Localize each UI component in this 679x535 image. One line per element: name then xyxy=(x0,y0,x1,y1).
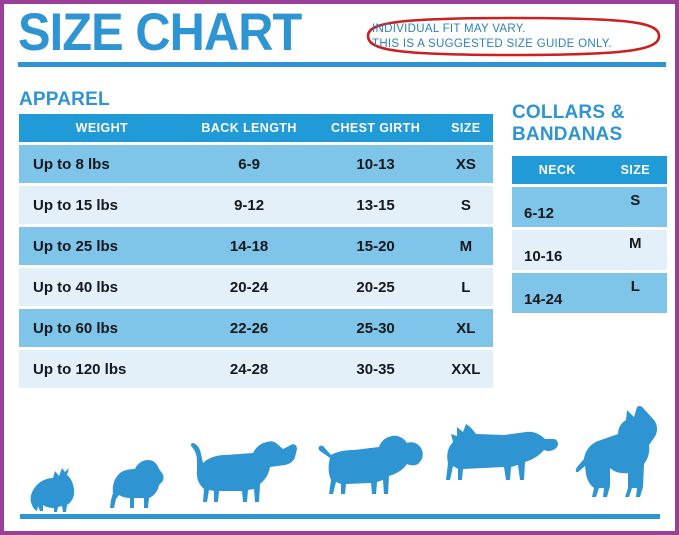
apparel-col-size: SIZE xyxy=(438,114,493,142)
great-dane-silhouette-icon xyxy=(575,405,657,497)
labrador-silhouette-icon xyxy=(190,441,297,502)
husky-silhouette-icon xyxy=(446,424,558,480)
apparel-table: WEIGHT BACK LENGTH CHEST GIRTH SIZE Up t… xyxy=(19,114,493,388)
cell-back-length: 22-26 xyxy=(185,309,313,347)
cell-chest-girth: 30-35 xyxy=(312,350,439,388)
row-spacer xyxy=(512,227,667,230)
cell-weight: Up to 15 lbs xyxy=(19,186,186,224)
cell-back-length: 6-9 xyxy=(185,145,313,183)
cell-neck: 14-24 xyxy=(512,273,604,313)
table-row: Up to 40 lbs 20-24 20-25 L xyxy=(19,268,493,306)
cell-size: XXL xyxy=(438,350,493,388)
cell-chest-girth: 13-15 xyxy=(312,186,439,224)
row-spacer xyxy=(19,265,493,268)
cell-chest-girth: 15-20 xyxy=(312,227,439,265)
cell-chest-girth: 10-13 xyxy=(312,145,439,183)
apparel-header-row: WEIGHT BACK LENGTH CHEST GIRTH SIZE xyxy=(19,114,493,142)
cell-back-length: 14-18 xyxy=(185,227,313,265)
cell-weight: Up to 25 lbs xyxy=(19,227,186,265)
table-row: Up to 60 lbs 22-26 25-30 XL xyxy=(19,309,493,347)
pug-silhouette-icon xyxy=(110,460,164,508)
cell-weight: Up to 8 lbs xyxy=(19,145,186,183)
disclaimer-ellipse-icon xyxy=(366,16,661,57)
row-spacer xyxy=(19,306,493,309)
table-row: 14-24 L xyxy=(512,273,667,313)
table-row: Up to 120 lbs 24-28 30-35 XXL xyxy=(19,350,493,388)
cell-size: M xyxy=(438,227,493,265)
table-row: Up to 8 lbs 6-9 10-13 XS xyxy=(19,145,493,183)
cell-size: XS xyxy=(438,145,493,183)
disclaimer-callout: INDIVIDUAL FIT MAY VARY. THIS IS A SUGGE… xyxy=(356,15,668,58)
cell-size: M xyxy=(603,230,667,270)
cell-chest-girth: 20-25 xyxy=(312,268,439,306)
collars-col-neck: NECK xyxy=(512,156,604,184)
cell-weight: Up to 40 lbs xyxy=(19,268,186,306)
disclaimer-text: INDIVIDUAL FIT MAY VARY. THIS IS A SUGGE… xyxy=(372,22,612,52)
ground-line xyxy=(20,514,660,519)
cell-size: L xyxy=(438,268,493,306)
collars-header-row: NECK SIZE xyxy=(512,156,667,184)
table-row: 10-16 M xyxy=(512,230,667,270)
apparel-col-back-length: BACK LENGTH xyxy=(185,114,313,142)
spaniel-silhouette-icon xyxy=(318,435,423,494)
apparel-heading: APPAREL xyxy=(19,89,110,110)
cell-neck: 10-16 xyxy=(512,230,604,270)
cell-weight: Up to 60 lbs xyxy=(19,309,186,347)
collars-col-size: SIZE xyxy=(603,156,667,184)
size-chart-inner: SIZE CHART INDIVIDUAL FIT MAY VARY. THIS… xyxy=(4,4,675,531)
title-underline-rule xyxy=(18,62,666,67)
row-spacer xyxy=(512,184,667,187)
pomeranian-silhouette-icon xyxy=(30,468,75,512)
disclaimer-line-1: INDIVIDUAL FIT MAY VARY. xyxy=(372,23,526,35)
collars-heading: COLLARS & BANDANAS xyxy=(512,102,625,145)
cell-size: S xyxy=(438,186,493,224)
apparel-col-weight: WEIGHT xyxy=(19,114,186,142)
row-spacer xyxy=(19,347,493,350)
disclaimer-line-2: THIS IS A SUGGESTED SIZE GUIDE ONLY. xyxy=(372,38,612,50)
row-spacer xyxy=(512,270,667,273)
page-title: SIZE CHART xyxy=(18,3,302,62)
cell-size: L xyxy=(603,273,667,313)
row-spacer xyxy=(19,224,493,227)
cell-neck: 6-12 xyxy=(512,187,604,227)
collars-table: NECK SIZE 6-12 S 10-16 M 14-24 L xyxy=(512,156,667,313)
cell-back-length: 9-12 xyxy=(185,186,313,224)
cell-weight: Up to 120 lbs xyxy=(19,350,186,388)
cell-back-length: 24-28 xyxy=(185,350,313,388)
table-row: Up to 25 lbs 14-18 15-20 M xyxy=(19,227,493,265)
table-row: 6-12 S xyxy=(512,187,667,227)
cell-back-length: 20-24 xyxy=(185,268,313,306)
table-row: Up to 15 lbs 9-12 13-15 S xyxy=(19,186,493,224)
row-spacer xyxy=(19,183,493,186)
row-spacer xyxy=(19,142,493,145)
cell-chest-girth: 25-30 xyxy=(312,309,439,347)
dog-size-illustration xyxy=(4,404,675,531)
cell-size: XL xyxy=(438,309,493,347)
apparel-col-chest-girth: CHEST GIRTH xyxy=(312,114,439,142)
cell-size: S xyxy=(603,187,667,227)
